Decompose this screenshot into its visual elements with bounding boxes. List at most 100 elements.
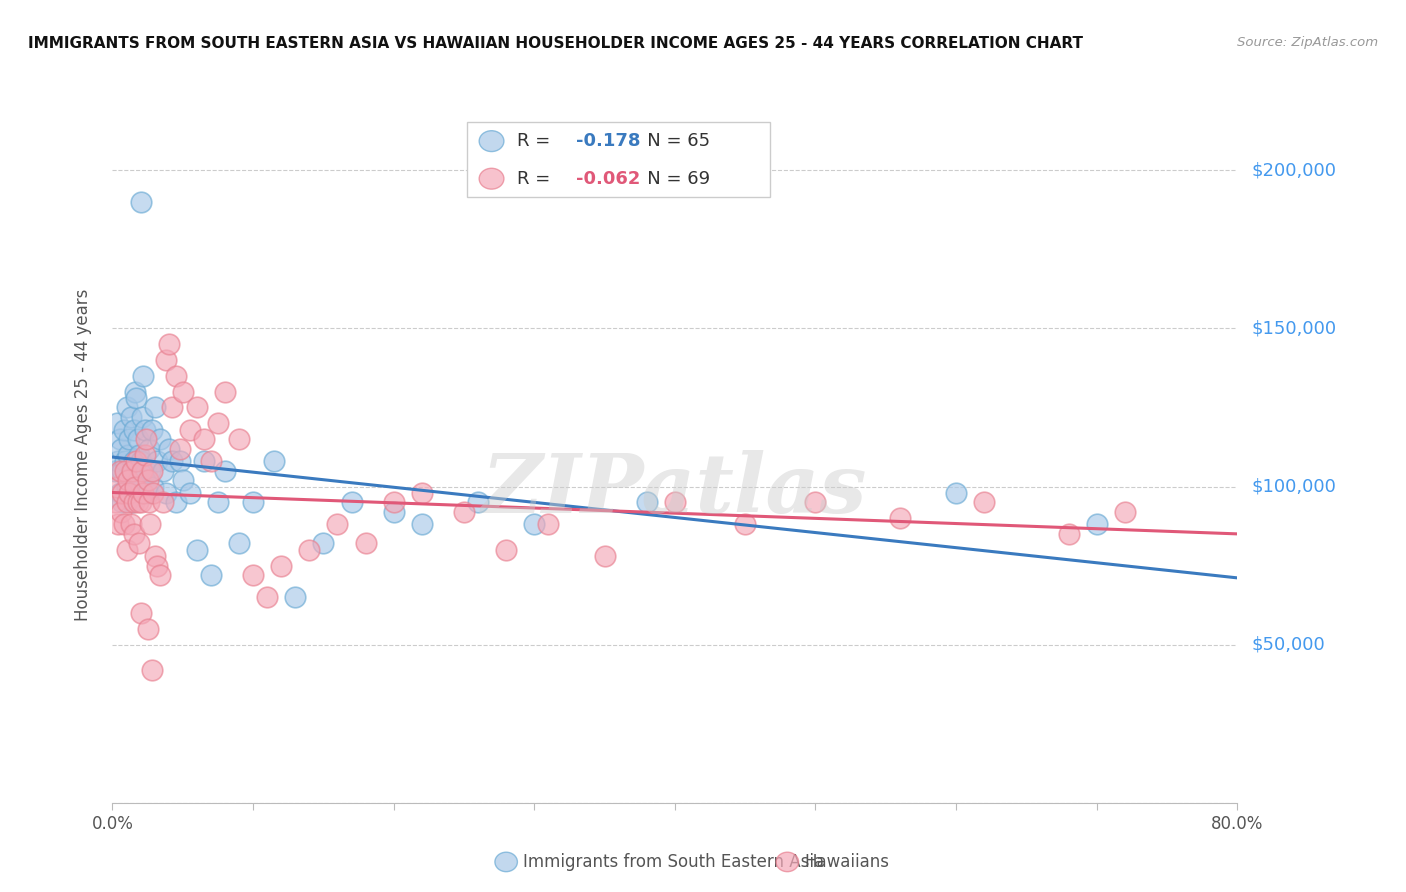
Point	[284, 591, 307, 605]
Point	[110, 505, 132, 519]
Point	[131, 464, 153, 478]
Point	[136, 473, 159, 487]
Point	[146, 454, 169, 468]
Point	[411, 486, 433, 500]
Point	[228, 536, 250, 550]
Point	[169, 442, 191, 456]
Point	[142, 479, 165, 493]
Point	[120, 517, 142, 532]
Point	[127, 495, 149, 509]
Point	[117, 473, 139, 487]
Text: Source: ZipAtlas.com: Source: ZipAtlas.com	[1237, 36, 1378, 49]
Point	[242, 568, 264, 582]
Point	[104, 464, 127, 478]
Point	[138, 442, 160, 456]
Point	[169, 454, 191, 468]
Point	[132, 486, 155, 500]
Text: N = 69: N = 69	[630, 169, 710, 187]
Point	[124, 384, 146, 399]
Point	[115, 495, 138, 509]
Point	[112, 423, 135, 437]
Point	[129, 606, 152, 620]
Point	[112, 517, 135, 532]
Point	[186, 542, 208, 557]
Point	[124, 479, 146, 493]
Point	[228, 432, 250, 446]
Point	[127, 432, 149, 446]
Text: $100,000: $100,000	[1251, 477, 1336, 496]
Point	[125, 391, 148, 405]
Point	[160, 401, 183, 415]
Point	[120, 409, 142, 424]
Point	[326, 517, 349, 532]
Point	[945, 486, 967, 500]
Text: N = 65: N = 65	[630, 132, 710, 150]
Point	[115, 401, 138, 415]
Point	[152, 464, 174, 478]
Point	[143, 401, 166, 415]
Point	[121, 464, 143, 478]
Point	[149, 432, 172, 446]
Point	[129, 495, 152, 509]
Point	[131, 409, 153, 424]
Text: $150,000: $150,000	[1251, 319, 1336, 337]
Point	[200, 454, 222, 468]
Text: Hawaiians: Hawaiians	[804, 853, 889, 871]
Text: Immigrants from South Eastern Asia: Immigrants from South Eastern Asia	[523, 853, 824, 871]
Point	[132, 368, 155, 383]
Point	[127, 479, 149, 493]
Point	[193, 432, 215, 446]
Point	[111, 486, 134, 500]
Point	[214, 464, 236, 478]
Point	[155, 353, 177, 368]
Point	[134, 448, 156, 462]
Point	[136, 622, 159, 636]
Ellipse shape	[776, 852, 799, 871]
Point	[172, 473, 194, 487]
Point	[114, 464, 136, 478]
Point	[135, 464, 157, 478]
Point	[165, 368, 187, 383]
Text: -0.178: -0.178	[576, 132, 640, 150]
Point	[107, 454, 129, 468]
Point	[207, 417, 229, 431]
Text: ZIPatlas: ZIPatlas	[482, 450, 868, 530]
Point	[214, 384, 236, 399]
Text: $50,000: $50,000	[1251, 636, 1324, 654]
Point	[382, 495, 405, 509]
Point	[122, 495, 145, 509]
Point	[118, 486, 141, 500]
Point	[973, 495, 995, 509]
Point	[122, 527, 145, 541]
Point	[105, 479, 128, 493]
Point	[157, 442, 180, 456]
Point	[193, 454, 215, 468]
Point	[108, 432, 131, 446]
Point	[105, 417, 128, 431]
Ellipse shape	[495, 852, 517, 871]
Ellipse shape	[479, 169, 503, 189]
Point	[537, 517, 560, 532]
Point	[200, 568, 222, 582]
Point	[129, 194, 152, 209]
FancyBboxPatch shape	[467, 122, 770, 197]
Point	[593, 549, 616, 563]
Point	[411, 517, 433, 532]
Point	[136, 486, 159, 500]
Point	[354, 536, 377, 550]
Point	[142, 486, 165, 500]
Point	[134, 423, 156, 437]
Point	[152, 495, 174, 509]
Point	[135, 432, 157, 446]
Point	[242, 495, 264, 509]
Text: IMMIGRANTS FROM SOUTH EASTERN ASIA VS HAWAIIAN HOUSEHOLDER INCOME AGES 25 - 44 Y: IMMIGRANTS FROM SOUTH EASTERN ASIA VS HA…	[28, 36, 1083, 51]
Point	[453, 505, 475, 519]
Point	[104, 495, 127, 509]
Point	[122, 454, 145, 468]
Point	[108, 486, 131, 500]
Point	[114, 454, 136, 468]
Point	[125, 454, 148, 468]
Point	[141, 423, 163, 437]
Point	[121, 464, 143, 478]
Point	[256, 591, 278, 605]
